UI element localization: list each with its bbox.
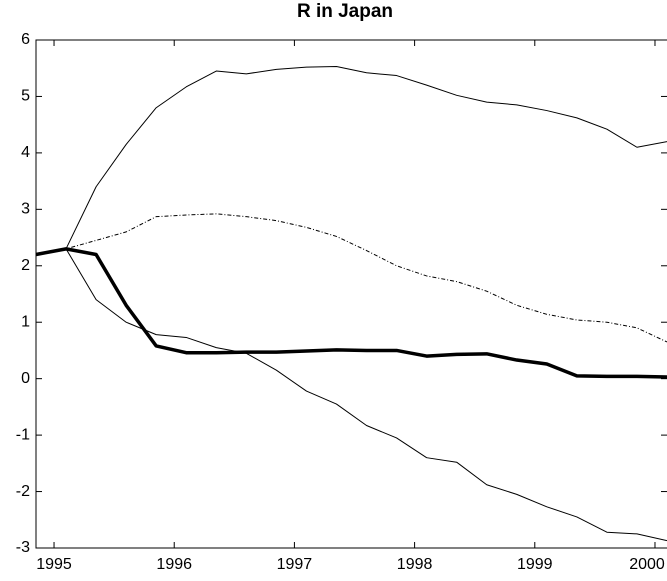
plot-frame <box>35 39 667 549</box>
x-tick-label: 1999 <box>517 556 553 573</box>
x-tick-label: 1997 <box>277 556 313 573</box>
y-tick-label: 1 <box>21 313 30 330</box>
chart-title: R in Japan <box>297 1 393 22</box>
x-tick-label: 1998 <box>397 556 433 573</box>
y-tick-label: -2 <box>16 483 30 500</box>
y-tick-label: -3 <box>16 539 30 556</box>
x-tick-label: 1995 <box>36 556 72 573</box>
y-tick-label: 0 <box>21 370 30 387</box>
y-tick-label: 4 <box>21 144 30 161</box>
y-tick-label: 2 <box>21 257 30 274</box>
x-tick-label: 1996 <box>156 556 192 573</box>
y-tick-label: 6 <box>21 31 30 48</box>
series-line <box>35 248 667 542</box>
y-tick-label: -1 <box>16 426 30 443</box>
series-line <box>35 213 667 343</box>
y-tick-label: 5 <box>21 88 30 105</box>
series-line <box>35 247 667 379</box>
y-tick-label: 3 <box>21 201 30 218</box>
x-tick-label: 2000 <box>629 556 665 573</box>
series-line <box>35 66 667 255</box>
